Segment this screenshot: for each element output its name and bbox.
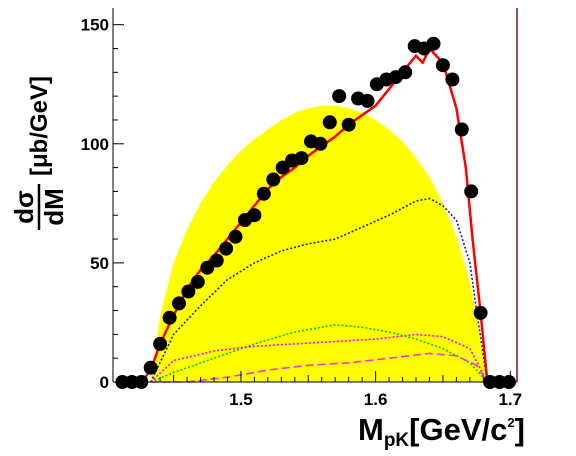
- y-axis-title-denominator: dM: [39, 188, 69, 226]
- data-point: [247, 208, 262, 223]
- series-line-5: [150, 333, 489, 383]
- x-axis-title-close: ]: [515, 412, 525, 447]
- data-point: [445, 72, 460, 87]
- x-axis-title-superscript: 2: [507, 415, 514, 430]
- data-point: [266, 172, 281, 187]
- data-point: [360, 93, 375, 108]
- y-tick-label: 0: [100, 373, 109, 392]
- data-point: [228, 229, 243, 244]
- data-point: [322, 115, 337, 130]
- series-line-4: [150, 323, 488, 383]
- y-axis-title-unit: [μb/GeV]: [26, 76, 53, 176]
- data-point: [454, 122, 469, 137]
- y-axis-title-numerator: dσ: [9, 190, 39, 224]
- data-point: [181, 284, 196, 299]
- data-point: [162, 310, 177, 325]
- data-point: [341, 117, 356, 132]
- x-tick-label: 1.6: [364, 390, 388, 409]
- data-point: [219, 241, 234, 256]
- series-fill-0: [150, 105, 488, 382]
- data-point: [209, 253, 224, 268]
- y-tick-label: 50: [90, 254, 109, 273]
- data-point: [153, 336, 168, 351]
- data-point: [143, 360, 158, 375]
- x-axis-title-subscript: pK: [384, 430, 410, 451]
- series-layer: [115, 36, 516, 389]
- x-axis-title-main: M: [358, 412, 384, 447]
- axes: [112, 8, 518, 383]
- data-point: [473, 305, 488, 320]
- y-tick-label: 150: [81, 16, 109, 35]
- x-axis-title-unit: [GeV/c: [409, 412, 507, 447]
- tick-layer: 1.5 1.6 1.7 0 50 100 150: [81, 16, 522, 409]
- y-tick-label: 100: [81, 135, 109, 154]
- x-axis-title: MpK[GeV/c2]: [358, 412, 525, 451]
- data-point: [313, 136, 328, 151]
- data-point: [398, 65, 413, 80]
- data-point: [256, 186, 271, 201]
- data-point: [426, 36, 441, 51]
- data-point: [190, 274, 205, 289]
- data-point: [172, 296, 186, 311]
- data-point: [435, 58, 450, 73]
- series-line-3: [149, 197, 489, 383]
- y-axis-title: dσ dM [μb/GeV]: [9, 76, 69, 230]
- data-point: [294, 151, 309, 166]
- data-point: [332, 89, 347, 104]
- x-tick-label: 1.7: [498, 390, 522, 409]
- data-point: [464, 184, 479, 199]
- x-tick-label: 1.5: [229, 390, 253, 409]
